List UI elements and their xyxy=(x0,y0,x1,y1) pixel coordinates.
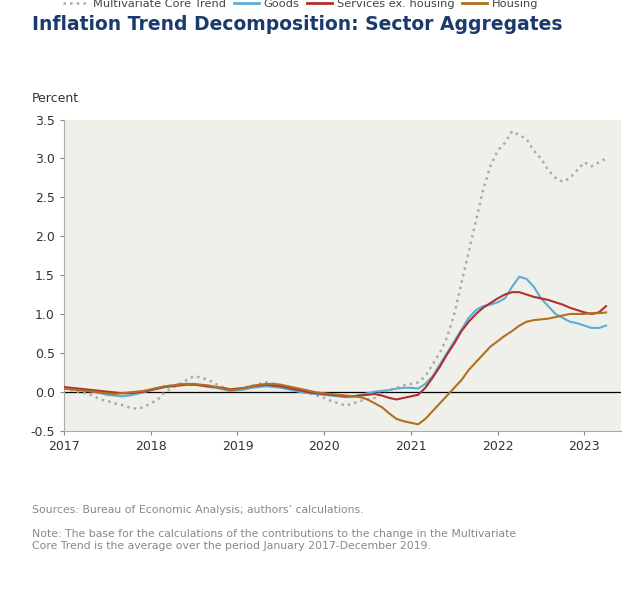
Legend: Multivariate Core Trend, Goods, Services ex. housing, Housing: Multivariate Core Trend, Goods, Services… xyxy=(58,0,543,14)
Text: Note: The base for the calculations of the contributions to the change in the Mu: Note: The base for the calculations of t… xyxy=(32,529,516,551)
Text: Inflation Trend Decomposition: Sector Aggregates: Inflation Trend Decomposition: Sector Ag… xyxy=(32,15,563,34)
Text: Percent: Percent xyxy=(32,91,79,105)
Text: Sources: Bureau of Economic Analysis; authors’ calculations.: Sources: Bureau of Economic Analysis; au… xyxy=(32,505,364,515)
